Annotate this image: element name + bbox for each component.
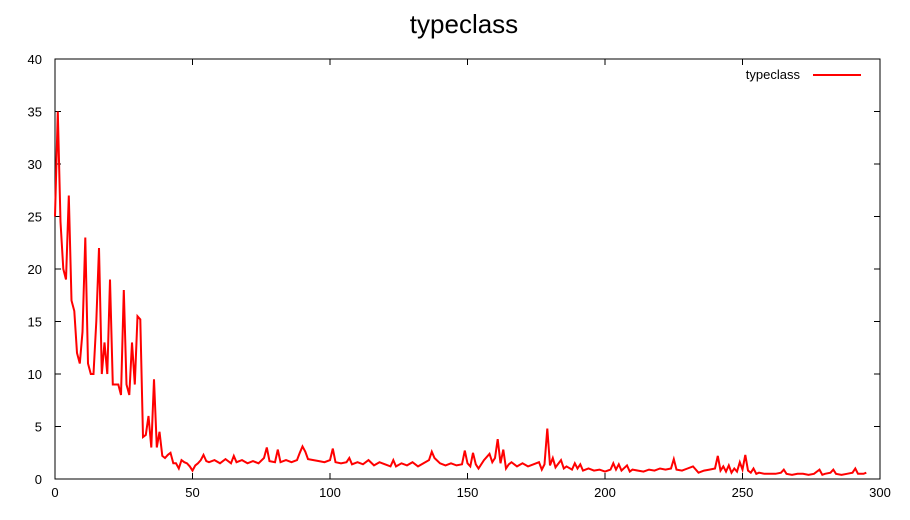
- y-tick-label: 30: [28, 157, 42, 172]
- series-group: [54, 111, 867, 477]
- series-line-typeclass: [54, 111, 867, 477]
- legend-label: typeclass: [746, 67, 801, 82]
- x-tick-label: 50: [185, 485, 199, 500]
- x-tick-label: 150: [457, 485, 479, 500]
- y-tick-label: 20: [28, 262, 42, 277]
- x-tick-label: 200: [594, 485, 616, 500]
- y-tick-label: 5: [35, 420, 42, 435]
- x-tick-label: 250: [732, 485, 754, 500]
- y-tick-label: 40: [28, 52, 42, 67]
- chart-title: typeclass: [410, 9, 518, 39]
- legend: typeclass: [746, 67, 861, 82]
- x-tick-label: 100: [319, 485, 341, 500]
- y-tick-label: 15: [28, 315, 42, 330]
- axis-ticks: [54, 58, 881, 480]
- y-tick-label: 25: [28, 210, 42, 225]
- plot-frame: [54, 58, 881, 480]
- x-tick-label: 300: [869, 485, 891, 500]
- y-tick-label: 10: [28, 367, 42, 382]
- axis-tick-labels: 0 50 100 150 200 250 300 0 5 10 15 20 25 30 35 40: [28, 52, 891, 500]
- x-tick-label: 0: [51, 485, 58, 500]
- y-tick-label: 35: [28, 105, 42, 120]
- y-tick-label: 0: [35, 472, 42, 487]
